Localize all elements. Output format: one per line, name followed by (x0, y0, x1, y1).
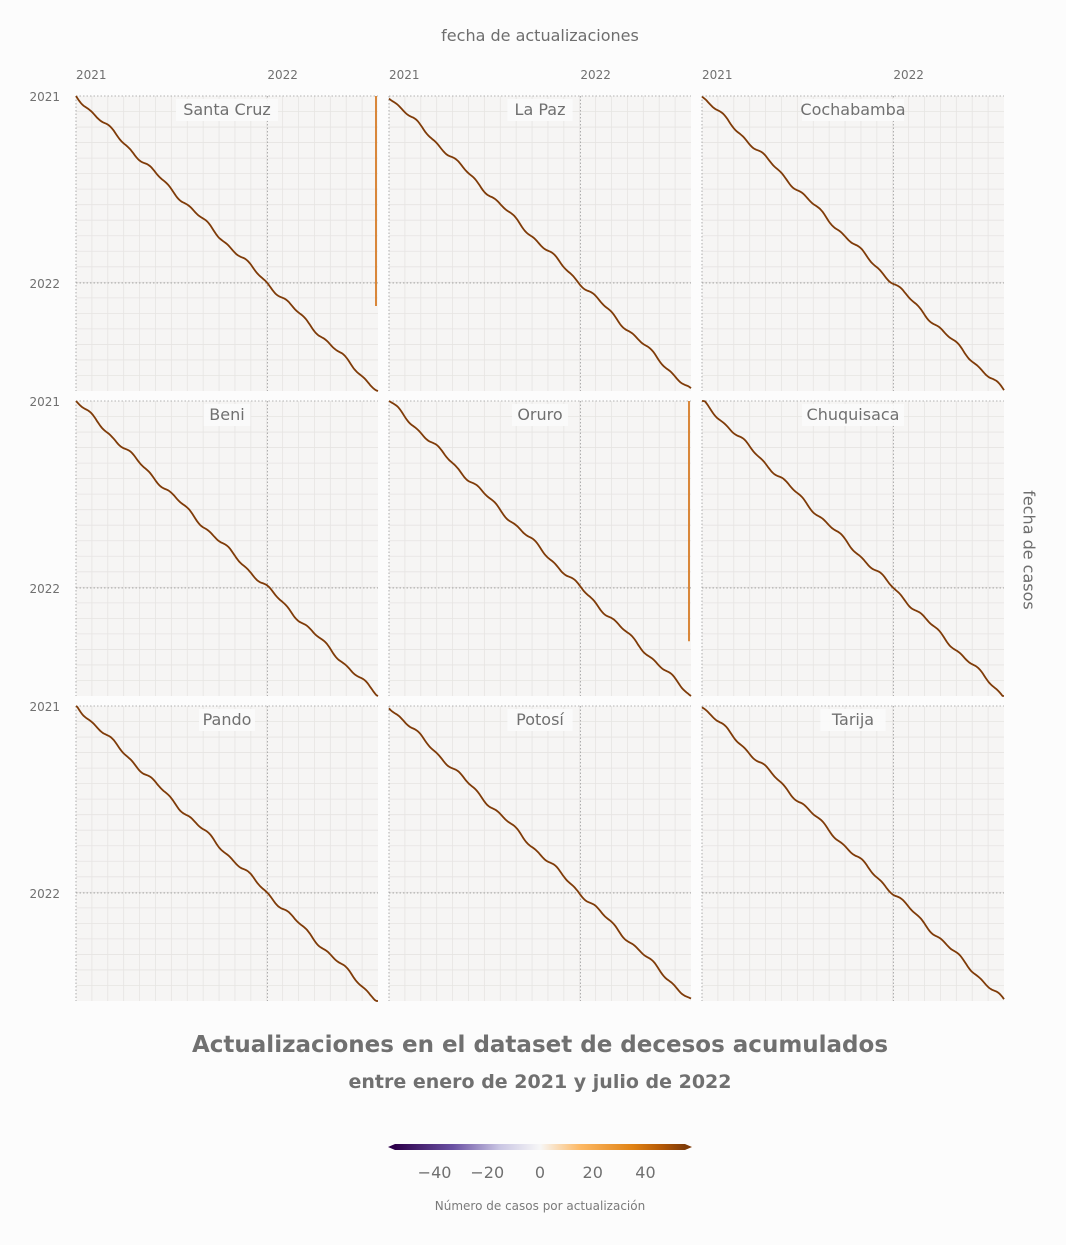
panel-minor-grid (702, 96, 1004, 391)
panel-label: Beni (209, 405, 244, 424)
colorbar-bar (395, 1144, 685, 1150)
y-ticks-layer: 2021 2022 2021 2022 2021 2022 (29, 90, 60, 901)
x-ticks-layer: 2021 2022 2021 2022 2021 2022 (76, 68, 924, 82)
panel: Oruro (388, 400, 692, 697)
y-tick-label: 2021 (29, 700, 60, 714)
update-diagonal (388, 707, 692, 1000)
panel-label: Tarija (831, 710, 874, 729)
panel-label-bg (203, 404, 251, 426)
update-diagonal (701, 706, 1005, 1000)
x-tick-label: 2021 (702, 68, 733, 82)
y-tick-label: 2022 (29, 582, 60, 596)
panel: Santa Cruz (75, 95, 379, 392)
chart-subtitle: entre enero de 2021 y julio de 2022 (348, 1071, 732, 1093)
update-diagonal (75, 95, 379, 392)
update-diagonal (75, 400, 379, 697)
panel-label: Oruro (517, 405, 562, 424)
x-tick-label: 2021 (76, 68, 107, 82)
update-diagonal (388, 97, 692, 389)
panel-label-bg (512, 404, 568, 426)
x-tick-label: 2022 (893, 68, 924, 82)
x-tick-label: 2022 (267, 68, 298, 82)
panel-label-bg (199, 709, 255, 731)
panel-label: Chuquisaca (807, 405, 900, 424)
panel-label-bg (507, 99, 573, 121)
panel: Potosí (388, 705, 692, 1001)
colorbar-ticks: −40 −20 0 20 40 (418, 1163, 656, 1182)
panel: Chuquisaca (701, 400, 1005, 697)
panel-label-bg (802, 404, 904, 426)
update-diagonal (701, 95, 1005, 391)
panel-minor-grid (76, 401, 378, 696)
y-tick-label: 2021 (29, 395, 60, 409)
panel-minor-grid (702, 401, 1004, 696)
panel-minor-grid (702, 706, 1004, 1001)
colorbar-left-arrow (388, 1144, 395, 1150)
colorbar-tick-label: 20 (583, 1163, 603, 1182)
panel: Beni (75, 400, 379, 697)
panel-label: Cochabamba (800, 100, 905, 119)
colorbar-tick-label: 0 (535, 1163, 545, 1182)
panel-label: Potosí (516, 710, 564, 729)
update-diagonal (75, 705, 378, 1002)
panel-minor-grid (389, 401, 691, 696)
chart-title: Actualizaciones en el dataset de decesos… (191, 1032, 889, 1058)
x-axis-title: fecha de actualizaciones (441, 26, 639, 45)
colorbar: −40 −20 0 20 40 (388, 1144, 692, 1182)
y-tick-label: 2021 (29, 90, 60, 104)
update-diagonal (702, 400, 1005, 697)
panel-label: Pando (203, 710, 252, 729)
panel-label-bg (176, 99, 278, 121)
panel-label: Santa Cruz (183, 100, 271, 119)
panel-major-grid (388, 705, 691, 1001)
panel-minor-grid (76, 706, 378, 1001)
panel-major-grid (75, 95, 378, 391)
panel-minor-grid (76, 96, 378, 391)
panel-major-grid (701, 95, 1004, 391)
panel: Pando (75, 705, 378, 1002)
panel-label-bg (820, 709, 886, 731)
update-diagonal (388, 400, 692, 697)
panel-major-grid (701, 705, 1004, 1001)
x-tick-label: 2022 (580, 68, 611, 82)
colorbar-right-arrow (685, 1144, 692, 1150)
colorbar-tick-label: −40 (418, 1163, 452, 1182)
panel-major-grid (75, 705, 378, 1001)
y-tick-label: 2022 (29, 887, 60, 901)
panel-label-bg (802, 99, 904, 121)
panel: Tarija (701, 705, 1005, 1001)
colorbar-tick-label: 40 (635, 1163, 655, 1182)
x-tick-label: 2021 (389, 68, 420, 82)
panel-label: La Paz (515, 100, 566, 119)
panel-label-bg (507, 709, 573, 731)
panel-major-grid (75, 400, 378, 696)
panel-major-grid (388, 400, 691, 696)
panel-major-grid (701, 400, 1004, 696)
y-axis-title: fecha de casos (1019, 490, 1039, 610)
panels-layer: Santa Cruz La Paz Cochabamba Beni Oruro Chuqu… (75, 95, 1005, 1002)
panel-minor-grid (389, 706, 691, 1001)
panel: Cochabamba (701, 95, 1005, 391)
colorbar-title: Número de casos por actualización (434, 1199, 646, 1213)
panel-major-grid (388, 95, 691, 391)
colorbar-tick-label: −20 (470, 1163, 504, 1182)
panel: La Paz (388, 95, 692, 391)
y-tick-label: 2022 (29, 277, 60, 291)
